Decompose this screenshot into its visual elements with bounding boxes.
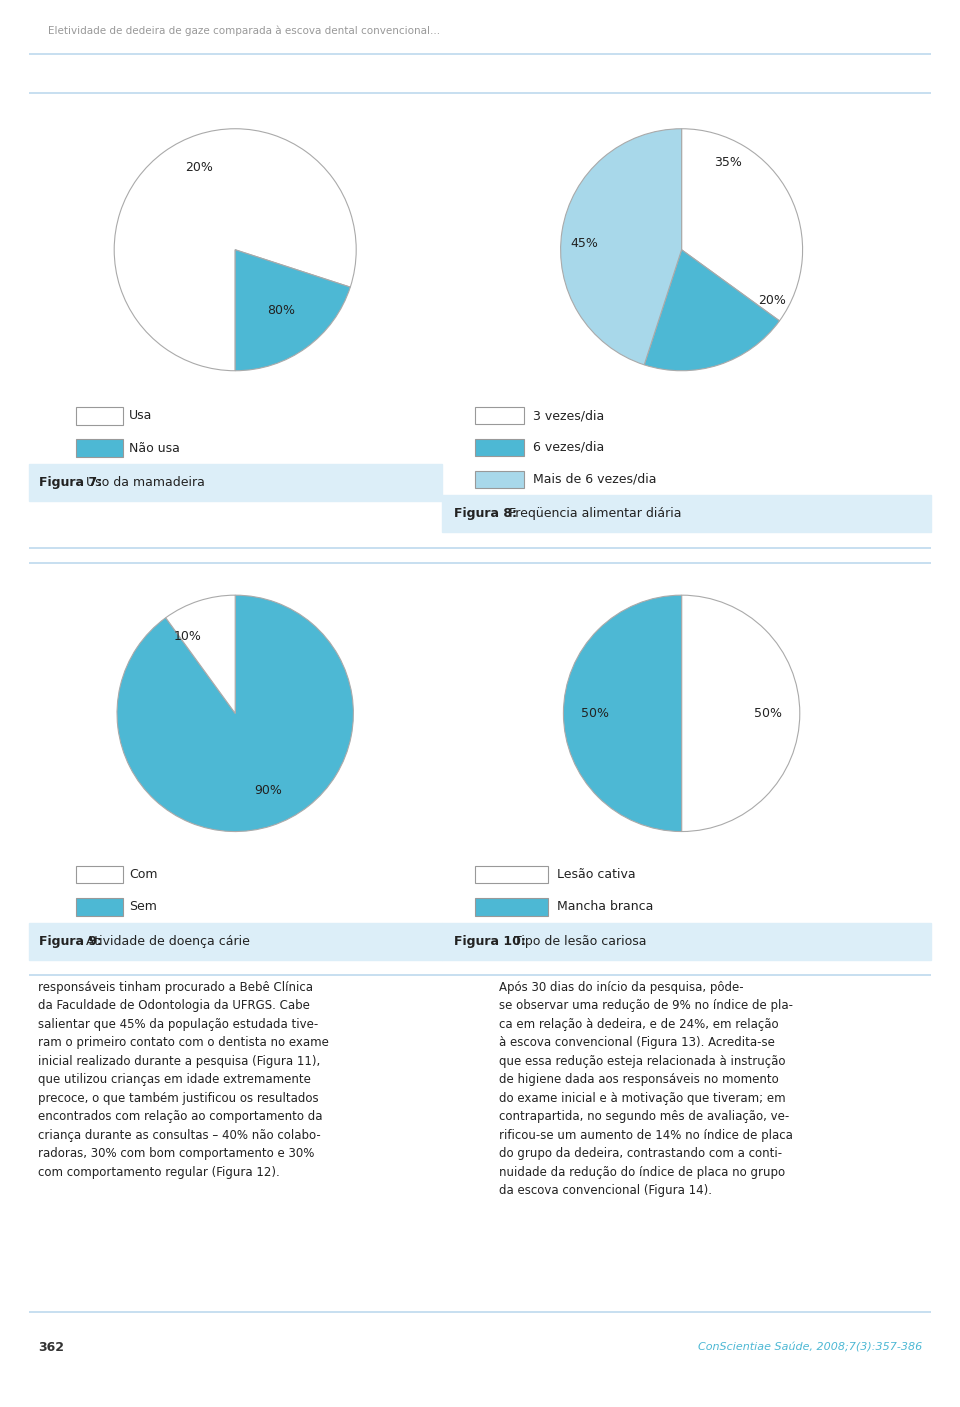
Text: Tipo de lesão cariosa: Tipo de lesão cariosa: [510, 934, 647, 948]
Text: 45%: 45%: [571, 238, 599, 250]
Text: Lesão cativa: Lesão cativa: [558, 868, 636, 881]
Text: Uso da mamadeira: Uso da mamadeira: [82, 476, 204, 490]
Text: 50%: 50%: [754, 706, 781, 720]
Text: Eletividade de dedeira de gaze comparada à escova dental convencional...: Eletividade de dedeira de gaze comparada…: [48, 25, 440, 37]
Bar: [475, 898, 548, 916]
Text: Mancha branca: Mancha branca: [558, 900, 654, 913]
Bar: [77, 898, 123, 916]
Text: 3 vezes/dia: 3 vezes/dia: [533, 409, 605, 422]
Bar: [77, 407, 123, 425]
Wedge shape: [644, 250, 780, 370]
Text: Figura 7:: Figura 7:: [39, 476, 103, 490]
Wedge shape: [117, 595, 353, 832]
Text: Mais de 6 vezes/dia: Mais de 6 vezes/dia: [533, 473, 657, 485]
Wedge shape: [235, 250, 350, 371]
Text: 10%: 10%: [174, 630, 202, 643]
Bar: [475, 865, 548, 884]
Text: ConScientiae Saúde, 2008;7(3):357-386: ConScientiae Saúde, 2008;7(3):357-386: [698, 1342, 923, 1354]
Text: 90%: 90%: [254, 784, 282, 796]
Wedge shape: [166, 595, 235, 713]
Text: responsáveis tinham procurado a Bebê Clínica
da Faculdade de Odontologia da UFRG: responsáveis tinham procurado a Bebê Clí…: [38, 981, 329, 1179]
Text: 362: 362: [37, 1341, 63, 1355]
Bar: [475, 407, 523, 425]
Text: Atividade de doença cárie: Atividade de doença cárie: [82, 934, 250, 948]
Text: 50%: 50%: [582, 706, 610, 720]
Bar: [475, 439, 523, 456]
Text: Usa: Usa: [129, 409, 153, 422]
Bar: [77, 439, 123, 457]
Bar: [77, 865, 123, 884]
Wedge shape: [682, 595, 800, 832]
Text: 6 vezes/dia: 6 vezes/dia: [533, 440, 605, 454]
Wedge shape: [682, 129, 803, 321]
Text: Figura 8:: Figura 8:: [454, 507, 516, 521]
Wedge shape: [564, 595, 682, 832]
Text: 20%: 20%: [185, 160, 213, 174]
Bar: [475, 470, 523, 488]
Text: Figura 10:: Figura 10:: [454, 934, 526, 948]
Text: Após 30 dias do início da pesquisa, pôde-
se observar uma redução de 9% no índic: Após 30 dias do início da pesquisa, pôde…: [499, 981, 793, 1197]
Text: Não usa: Não usa: [129, 442, 180, 454]
Text: 35%: 35%: [713, 156, 741, 169]
Wedge shape: [114, 129, 356, 371]
Text: 20%: 20%: [758, 294, 786, 307]
Wedge shape: [561, 129, 682, 364]
Text: Sem: Sem: [129, 900, 156, 913]
Text: Figura 9:: Figura 9:: [39, 934, 102, 948]
Text: Freqüencia alimentar diária: Freqüencia alimentar diária: [505, 507, 681, 521]
Text: 80%: 80%: [267, 304, 295, 317]
Text: Com: Com: [129, 868, 157, 881]
